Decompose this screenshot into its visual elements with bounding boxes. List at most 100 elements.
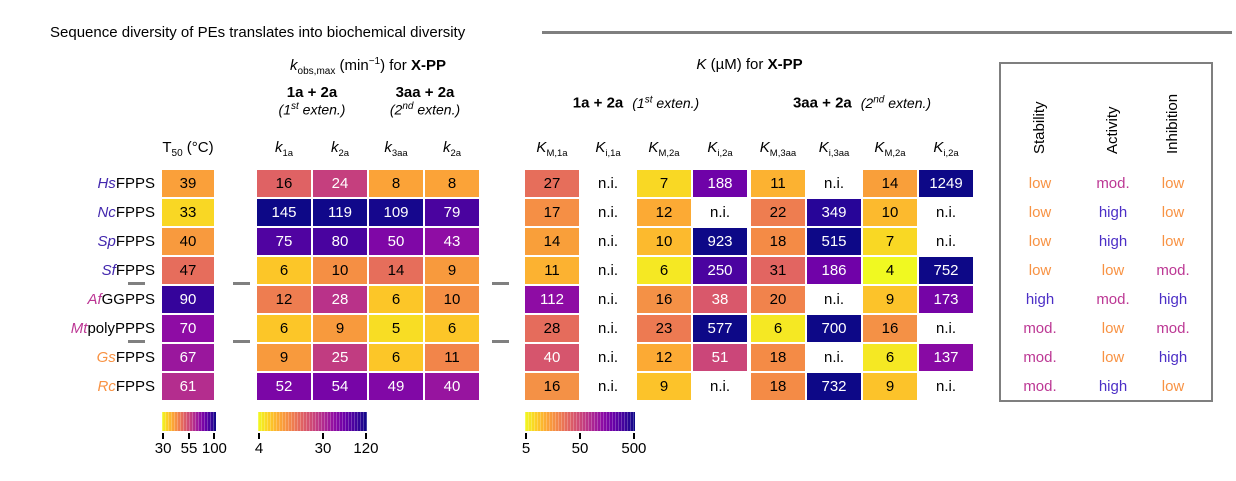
colorbar-tick-label: 55	[180, 440, 198, 457]
K-column-header-subscript: i,3aa	[828, 148, 850, 159]
t50-cell: 39	[162, 170, 214, 197]
K-unit: (µM) for	[706, 56, 768, 73]
group-separator-dash	[492, 282, 509, 285]
k-column-header-symbol: k	[384, 139, 392, 156]
assessment-value-activity: high	[1098, 233, 1128, 250]
group-separator-dash	[128, 340, 145, 343]
row-label: SpFPPS	[18, 228, 155, 255]
k-cell: 40	[425, 373, 479, 400]
k-cell: 16	[257, 170, 311, 197]
K-cell: 18	[751, 344, 805, 371]
colorbar-tick	[213, 433, 216, 439]
K-cell: 14	[525, 228, 579, 255]
species-suffix: polyPPPS	[87, 320, 155, 337]
ni-cell: n.i.	[597, 349, 618, 366]
assessment-value-stability: low	[1028, 204, 1052, 221]
K-cell: 923	[693, 228, 747, 255]
K-column-header: KM,2a	[863, 139, 917, 159]
K-cell: 16	[637, 286, 691, 313]
K-cell: 9	[863, 286, 917, 313]
assessment-value-inhibition: high	[1158, 349, 1188, 366]
K-column-header-symbol: K	[818, 139, 829, 156]
assessment-value-inhibition: low	[1161, 378, 1185, 395]
k-symbol: k	[290, 57, 298, 74]
K-column-header-symbol: K	[648, 139, 659, 156]
group-separator-dash	[233, 282, 250, 285]
group-separator-dash	[128, 282, 145, 285]
ni-cell: n.i.	[935, 233, 956, 250]
assessment-header-activity: Activity	[1104, 106, 1121, 154]
k-cell: 49	[369, 373, 423, 400]
kobs-exponent: −1	[368, 56, 381, 67]
K-cell: 4	[863, 257, 917, 284]
extension-label: (1st exten.)	[278, 101, 346, 118]
K-column-headers-second: KM,3aa Ki,3aa KM,2a Ki,2a	[751, 139, 973, 159]
species-prefix: Af	[87, 291, 102, 308]
ni-cell: n.i.	[935, 320, 956, 337]
k-cell: 80	[313, 228, 367, 255]
t50-cell: 47	[162, 257, 214, 284]
assessment-value-inhibition: low	[1161, 204, 1185, 221]
row-label: MtpolyPPPS	[18, 315, 155, 342]
row-label: SfFPPS	[18, 257, 155, 284]
assessment-value-stability: high	[1025, 291, 1055, 308]
group-separator-dash	[233, 340, 250, 343]
K-heatmap-first: 27 n.i. 7 188 17 n.i. 12 n.i. 14 n.i. 10 923 11 n.i. 6…	[525, 170, 747, 400]
kobs-colorbar: 4 30 120	[255, 412, 378, 457]
k-column-header: k1a	[257, 139, 311, 159]
colorbar-tick	[632, 433, 635, 439]
K-column-header-symbol: K	[874, 139, 885, 156]
K-cell: 700	[807, 315, 861, 342]
row-label: NcFPPS	[18, 199, 155, 226]
k-column-header-symbol: k	[442, 139, 451, 156]
K-column-header-symbol: K	[536, 139, 547, 156]
k-pair-header-second-extension: 3aa + 2a (2nd exten.)	[369, 84, 481, 118]
K-cell: 250	[693, 257, 747, 284]
k-cell: 43	[425, 228, 479, 255]
assessment-value-stability: low	[1028, 233, 1052, 250]
K-cell: 27	[525, 170, 579, 197]
k-cell: 75	[257, 228, 311, 255]
K-column-header-subscript: M,2a	[884, 148, 906, 159]
colorbar-tick	[579, 433, 581, 439]
extension-label: (1st exten.)	[632, 94, 700, 111]
ni-cell: n.i.	[709, 204, 730, 221]
t50-colorbar: 30 55 100	[155, 412, 227, 457]
K-cell: 515	[807, 228, 861, 255]
K-cell: 186	[807, 257, 861, 284]
t50-cell: 40	[162, 228, 214, 255]
k-cell: 109	[369, 199, 423, 226]
K-cell: 173	[919, 286, 973, 313]
K-cell: 38	[693, 286, 747, 313]
k-cell: 5	[369, 315, 423, 342]
K-cell: 6	[751, 315, 805, 342]
assessment-value-inhibition: low	[1161, 175, 1185, 192]
t50-heatmap: 39 33 40 47 90 70 67 61	[162, 170, 214, 400]
species-suffix: FPPS	[115, 233, 155, 250]
ni-cell: n.i.	[597, 320, 618, 337]
K-cell: 40	[525, 344, 579, 371]
k-cell: 50	[369, 228, 423, 255]
assessment-value-activity: low	[1101, 349, 1125, 366]
k-column-header-subscript: 3aa	[391, 148, 408, 159]
K-heatmap-second: 11 n.i. 14 1249 22 349 10 n.i. 18 515 7 n.i. 31 186 4 7…	[751, 170, 973, 400]
species-suffix: FPPS	[115, 262, 155, 279]
assessment-header-stability: Stability	[1031, 101, 1048, 154]
species-suffix: FPPS	[115, 175, 155, 192]
title-rule	[542, 31, 1232, 34]
K-cell: 732	[807, 373, 861, 400]
colorbar-tick-label: 4	[254, 440, 264, 457]
extension-label: (2nd exten.)	[389, 101, 461, 118]
K-cell: 12	[637, 199, 691, 226]
t50-cell: 67	[162, 344, 214, 371]
colorbar-tick	[162, 433, 165, 439]
K-cell: 17	[525, 199, 579, 226]
species-prefix: Sp	[97, 233, 116, 250]
K-cell: 137	[919, 344, 973, 371]
species-prefix: Gs	[96, 349, 116, 366]
K-column-header-subscript: M,1a	[546, 148, 568, 159]
k-column-header-subscript: 2a	[450, 148, 462, 159]
K-cell: 7	[637, 170, 691, 197]
K-column-header: KM,2a	[637, 139, 691, 159]
k-cell: 12	[257, 286, 311, 313]
